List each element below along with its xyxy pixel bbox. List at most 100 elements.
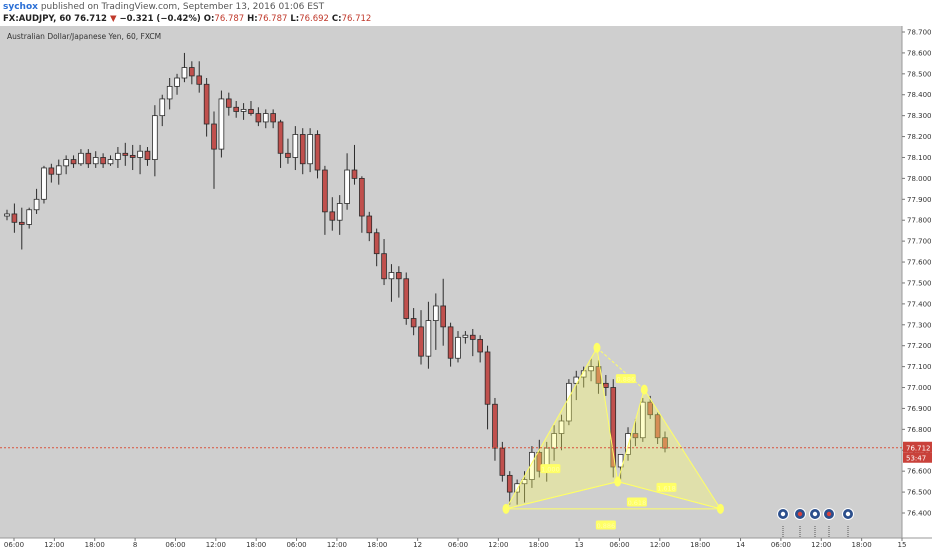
y-tick-label: 78.000 xyxy=(907,175,932,183)
candle xyxy=(218,90,225,158)
y-tick-label: 77.800 xyxy=(907,217,932,225)
candle xyxy=(166,78,173,110)
x-tick-label: 18:00 xyxy=(529,541,549,549)
price-chart[interactable]: Australian Dollar/Japanese Yen, 60, FXCM… xyxy=(0,26,932,550)
chart-pane[interactable] xyxy=(0,26,902,538)
candle xyxy=(603,374,609,396)
candle xyxy=(225,92,232,116)
candle xyxy=(506,471,513,505)
x-tick-label: 12:00 xyxy=(206,541,226,549)
countdown-box xyxy=(903,452,932,463)
candle xyxy=(447,322,454,367)
pattern-label-box xyxy=(656,482,677,492)
candle xyxy=(144,147,151,166)
candle xyxy=(425,301,432,369)
candle xyxy=(396,266,402,298)
candle xyxy=(366,211,373,242)
event-flag-icon xyxy=(794,508,806,538)
countdown-label: 53:47 xyxy=(906,454,926,462)
x-tick-label: 18:00 xyxy=(690,541,710,549)
candle xyxy=(4,209,10,221)
candle xyxy=(92,151,99,168)
y-tick-label: 77.700 xyxy=(907,238,932,246)
candle xyxy=(299,128,306,175)
symbol-info: FX:AUDJPY, 60 76.712 ▼ −0.321 (−0.42%) O… xyxy=(3,14,371,24)
x-tick-label: 06:00 xyxy=(286,541,306,549)
candle xyxy=(418,310,424,365)
candle xyxy=(115,147,121,168)
symbol-label: FX:AUDJPY, 60 xyxy=(3,14,72,24)
candle xyxy=(588,358,594,382)
candle xyxy=(174,73,180,95)
chart-title: Australian Dollar/Japanese Yen, 60, FXCM xyxy=(7,32,161,41)
y-tick-label: 78.500 xyxy=(907,70,932,78)
candle xyxy=(477,335,483,363)
y-tick-label: 76.800 xyxy=(907,426,932,434)
candle xyxy=(248,101,254,116)
harmonic-pattern[interactable]: 0.886 1.000 0.618 1.618 0.886 xyxy=(502,342,724,530)
pattern-point xyxy=(640,384,648,395)
pattern-label-box xyxy=(595,520,616,530)
candle xyxy=(122,142,129,166)
price-change: −0.321 (−0.42%) xyxy=(119,14,201,24)
x-tick-label: 14 xyxy=(736,541,745,549)
candle xyxy=(373,228,380,267)
y-tick-label: 77.100 xyxy=(907,363,932,371)
candle xyxy=(536,439,543,478)
candle xyxy=(529,446,535,488)
candle xyxy=(211,111,217,189)
x-tick-label: 06:00 xyxy=(165,541,185,549)
candle xyxy=(18,207,25,250)
current-price-label: 76.712 xyxy=(906,444,931,452)
candle xyxy=(85,149,92,168)
candle xyxy=(70,155,77,168)
low-value: 76.692 xyxy=(299,14,329,24)
candle xyxy=(55,159,62,185)
last-price: 76.712 xyxy=(74,14,107,24)
pattern-label-box xyxy=(626,497,647,507)
candle xyxy=(277,119,284,168)
x-tick-label: 06:00 xyxy=(4,541,24,549)
candle xyxy=(551,425,557,461)
low-label: L: xyxy=(290,14,300,24)
time-axis[interactable] xyxy=(0,538,932,550)
candle xyxy=(189,61,195,85)
current-price-box xyxy=(903,441,932,453)
candle xyxy=(640,397,646,442)
x-tick-label: 13 xyxy=(575,541,584,549)
y-tick-label: 76.500 xyxy=(907,489,932,497)
x-tick-label: 12:00 xyxy=(811,541,831,549)
x-tick-label: 12:00 xyxy=(327,541,347,549)
candle xyxy=(336,195,343,235)
candle xyxy=(203,78,210,137)
candle xyxy=(181,52,188,83)
pattern-label: 0.618 xyxy=(628,499,647,507)
y-tick-label: 77.200 xyxy=(907,342,932,350)
pattern-label: 0.886 xyxy=(597,522,616,530)
y-tick-label: 78.200 xyxy=(907,133,932,141)
x-tick-label: 06:00 xyxy=(771,541,791,549)
candle xyxy=(63,155,69,175)
event-flag-icon xyxy=(842,508,854,538)
candle xyxy=(270,109,276,129)
author-link[interactable]: sychox xyxy=(3,2,38,12)
economic-events[interactable] xyxy=(777,508,854,539)
y-tick-label: 76.600 xyxy=(907,468,932,476)
y-tick-label: 78.300 xyxy=(907,112,932,120)
y-tick-label: 77.600 xyxy=(907,259,932,267)
candle xyxy=(100,153,106,168)
candle xyxy=(262,109,269,129)
pattern-label-box xyxy=(540,464,561,474)
y-tick-label: 78.100 xyxy=(907,154,932,162)
candle xyxy=(11,203,18,233)
pattern-label: 0.886 xyxy=(617,376,636,384)
y-tick-label: 77.900 xyxy=(907,196,932,204)
candle xyxy=(285,138,291,164)
pattern-point xyxy=(502,503,510,514)
candle xyxy=(26,207,32,229)
publish-info: sychox published on TradingView.com, Sep… xyxy=(3,2,324,12)
candle xyxy=(159,94,166,127)
candle xyxy=(292,126,299,171)
candle xyxy=(255,107,262,127)
candle xyxy=(41,165,47,204)
